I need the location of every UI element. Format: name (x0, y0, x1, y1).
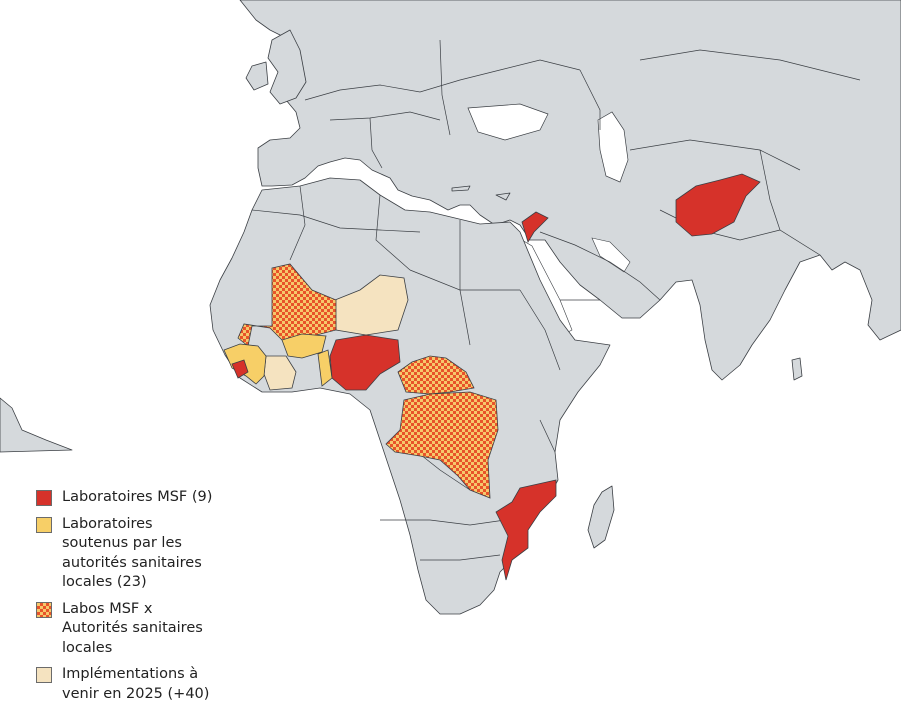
legend-label-msf-labs: Laboratoires MSF (9) (62, 489, 213, 505)
red-swatch-icon (36, 490, 52, 506)
beige-swatch-icon (36, 667, 52, 683)
nigeria-msf (329, 334, 401, 391)
persian-gulf (591, 237, 631, 273)
checkered-swatch-icon (36, 601, 52, 618)
caspian-sea (597, 111, 629, 183)
legend-label-supported-labs: Laboratoires soutenus par les autorités … (62, 515, 202, 591)
jordan-msf (521, 211, 549, 243)
yellow-swatch-icon (36, 516, 52, 533)
black-sea (467, 103, 549, 141)
ireland-landmass (245, 61, 269, 91)
car-checkered (397, 355, 475, 395)
mali-checkered (237, 263, 337, 347)
crete-landmass (451, 185, 471, 192)
sierra-leone-msf (231, 359, 249, 379)
americas-fragment (0, 397, 73, 453)
legend-item-planned: Implémentations à venir en 2025 (+40) (36, 665, 236, 704)
map-legend: Laboratoires MSF (9) Laboratoires souten… (36, 488, 236, 711)
sri-lanka-landmass (791, 357, 803, 381)
cyprus-landmass (495, 192, 511, 201)
legend-item-supported-labs: Laboratoires soutenus par les autorités … (36, 515, 236, 593)
madagascar-landmass (587, 485, 615, 549)
legend-label-planned: Implémentations à venir en 2025 (+40) (62, 666, 210, 702)
niger-planned (334, 274, 409, 336)
afghanistan-msf (675, 173, 761, 237)
drc-checkered (385, 391, 499, 499)
mozambique-msf (495, 479, 557, 581)
legend-item-msf-labs: Laboratoires MSF (9) (36, 488, 236, 508)
legend-label-msf-x-authorities: Labos MSF x Autorités sanitaires locales (62, 600, 203, 656)
uk-landmass (267, 29, 307, 105)
legend-item-msf-x-authorities: Labos MSF x Autorités sanitaires locales (36, 600, 236, 659)
